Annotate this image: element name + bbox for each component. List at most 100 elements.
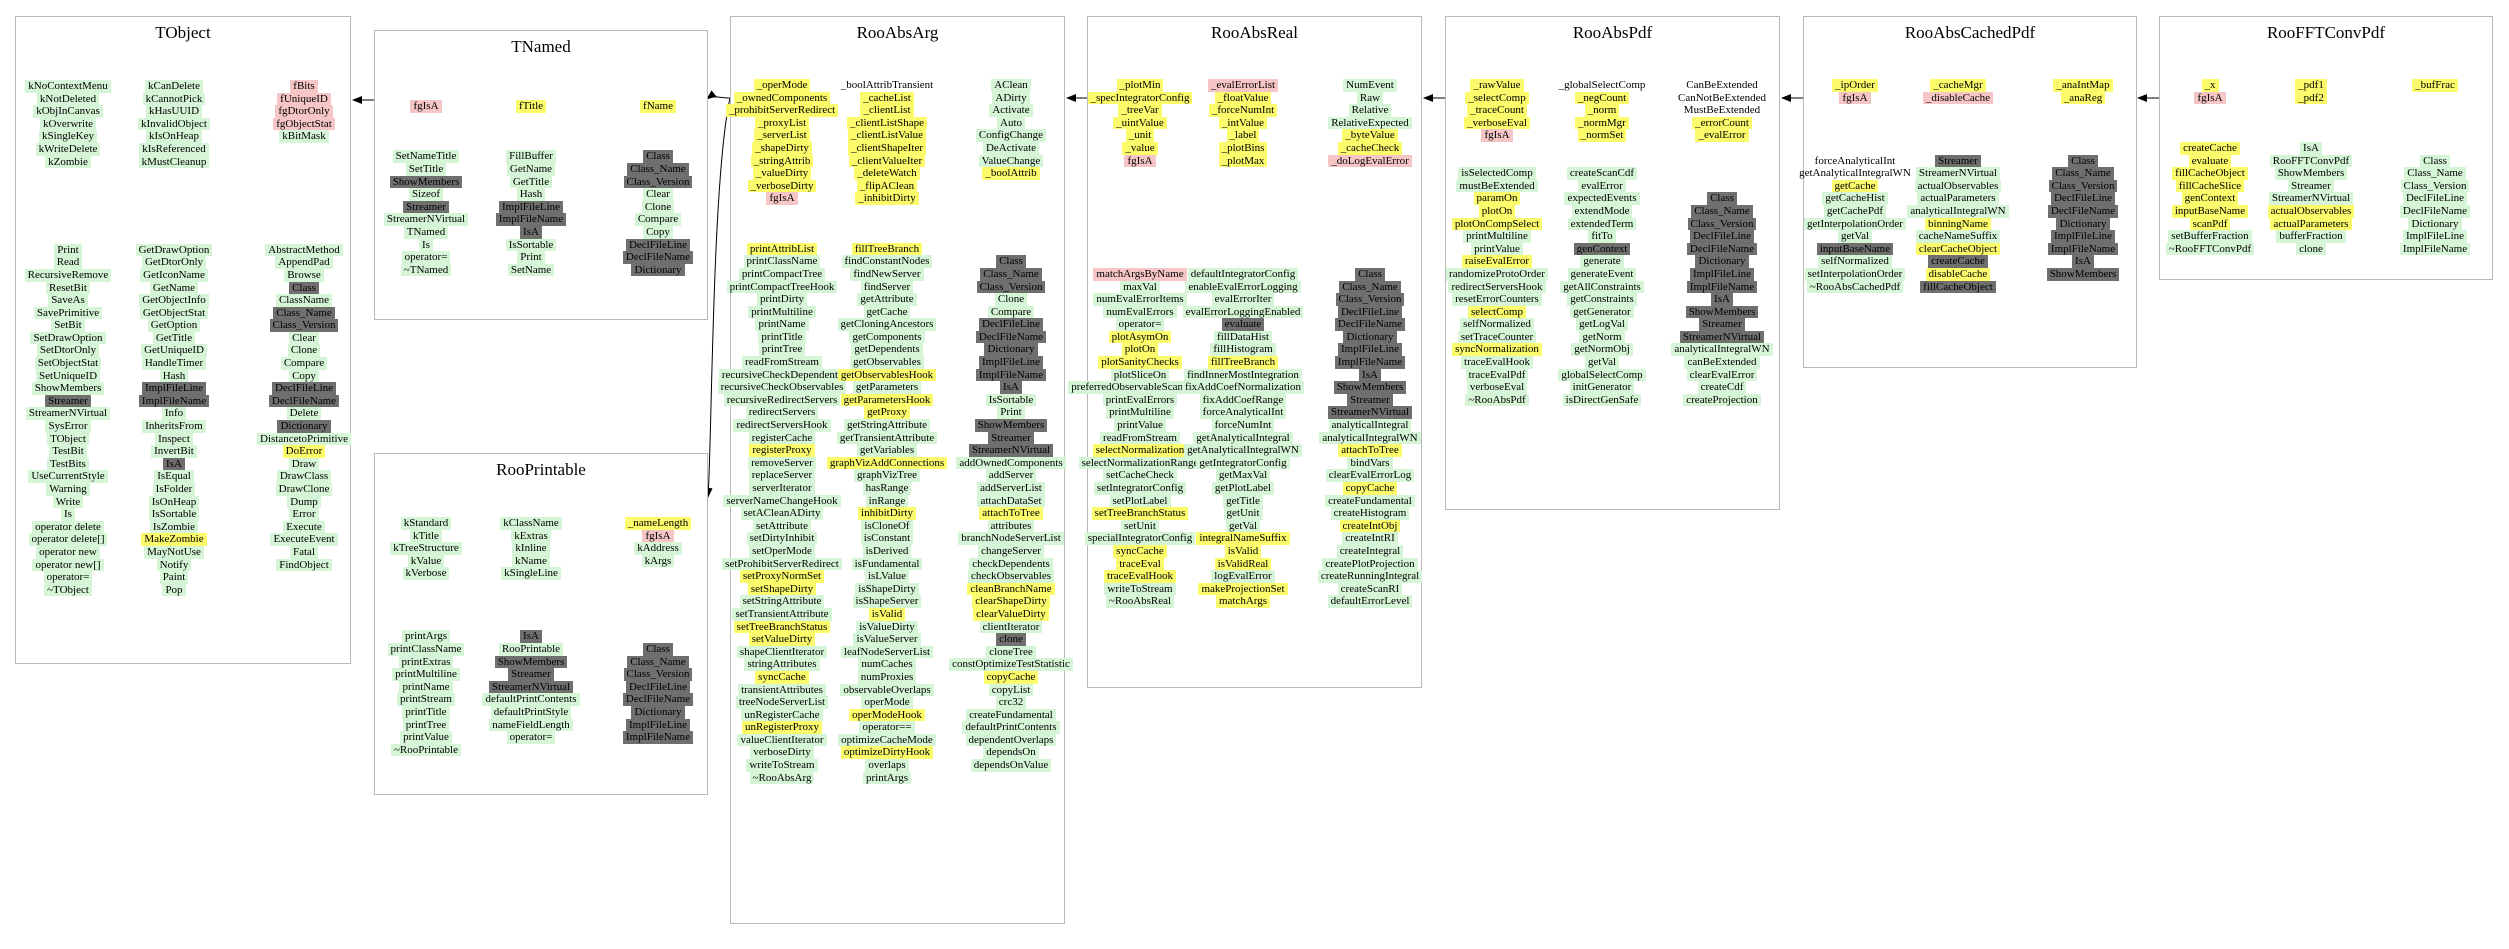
member-column: _cacheMgr _disableCache Streamer StreamerNV… [1878,79,2038,294]
class-member: printTitle [758,330,806,344]
class-member: getLogVal [1576,318,1628,331]
class-member: readFromStream [742,356,822,369]
class-member: isValueServer [853,633,921,646]
spacer [171,231,177,244]
class-member: Warning [46,483,90,496]
class-member: recursiveCheckDependents [718,368,846,382]
class-member: _nameLength [624,517,692,530]
class-member: _treeVar [1118,104,1162,117]
class-member: getPlotLabel [1211,482,1275,495]
member-column: fName Class Class_Name Class_Version Clear Cl… [578,100,738,277]
class-member: printAttribList [746,242,818,256]
class-member: getAnalyticalIntegralWN [1799,167,1911,180]
class-member: cacheNameSuffix [1915,230,2001,243]
class-member: StreamerNVirtual [1679,330,1765,344]
class-member: IsSortable [148,508,200,521]
class-member: RooPrintable [498,642,564,656]
class-member: printEvalErrors [1102,393,1178,407]
class-member: ShowMembers [974,419,1048,432]
spacer [1240,218,1246,231]
class-member: operator== [859,721,915,734]
class-member: kVerbose [402,567,450,580]
class-member: isConstant [860,532,914,545]
class-member: fgIsA [1124,154,1156,168]
class-member: ShowMembers [494,655,568,669]
class-member: printExtras [398,655,454,669]
class-member: hasRange [862,482,912,495]
class-member: Dictionary [277,420,331,433]
class-member: printTree [402,718,450,732]
spacer [301,168,307,181]
class-member: AbstractMethod [265,243,343,257]
class-member: Class_Name [273,306,335,320]
class-member: getAnalyticalIntegral [1193,431,1293,445]
class-member: fillDataHist [1214,330,1272,344]
spacer [65,231,71,244]
spacer [171,181,177,194]
class-member: Class_Name [2404,167,2466,180]
spacer [2432,104,2438,117]
class-member: extendMode [1571,204,1633,218]
spacer [301,193,307,206]
class-member: _traceCount [1467,104,1527,117]
class-member: Compare [634,213,682,226]
class-member: kIsOnHeap [145,130,203,143]
class-member: createProjection [1683,393,1761,407]
class-member: Class_Version [269,319,339,332]
class-member: AClean [991,79,1031,92]
class-member: printName [399,680,453,694]
class-member: SavePrimitive [33,306,103,320]
class-member: StreamerNVirtual [25,407,111,421]
class-member: FillBuffer [506,150,556,163]
spacer [1137,167,1143,180]
class-member: SysError [45,420,91,433]
class-member: fBits [290,80,318,93]
class-member: clearShapeDirty [972,595,1050,608]
class-member: evaluate [1221,318,1265,331]
class-member: getParameters [852,381,922,394]
class-member: clearCacheObject [1915,242,2001,256]
class-member: setTransientAttribute [732,607,832,621]
class-member: registerProxy [749,444,815,457]
class-member: printClassName [387,642,465,656]
class-member: _rawValue [1470,79,1524,92]
class-member: Streamer [1347,393,1393,407]
spacer [1494,142,1500,155]
class-member: Is [419,238,433,252]
class-member: Inspect [155,432,193,446]
class-member: GetName [506,162,556,176]
class-member: findConstantNodes [841,255,933,268]
spacer [1008,192,1014,205]
class-member: traceEvalHook [1104,570,1176,583]
class-member: kExtras [511,529,551,543]
spacer [528,618,534,631]
spacer [655,125,661,138]
class-member: _anaReg [2060,91,2106,105]
class-member: Class [2420,154,2450,168]
class-member: MakeZombie [141,533,207,546]
class-member: ImplFileName [1334,356,1406,369]
class-member: fixAddCoefNormalization [1181,381,1305,394]
class-member: Class_Name [2052,167,2114,180]
class-member: Streamer [508,668,554,681]
class-member: DeclFileName [2047,204,2119,218]
class-member: printMultiline [1106,406,1174,420]
spacer [2432,92,2438,105]
class-member: Dictionary [984,343,1038,357]
class-member: logEvalError [1211,570,1275,583]
class-member: actualParameters [2270,217,2352,231]
class-member: isFundamental [851,557,923,571]
class-member: plotSanityChecks [1098,356,1182,369]
class-member: MustBeExtended [1683,104,1761,117]
class-member: analyticalIntegralWN [1671,343,1773,357]
class-member: getStringAttribute [843,419,931,432]
class-member: DeclFileLine [978,318,1044,331]
class-member: Streamer [1699,318,1745,331]
class-member: GetUniqueID [141,344,207,358]
class-member: _operMode [753,79,811,92]
class-member: kInvalidObject [138,117,210,131]
class-member: ShowMembers [2274,167,2348,180]
class-member: findServer [860,280,914,294]
class-member: FindObject [276,558,332,572]
spacer [2207,104,2213,117]
